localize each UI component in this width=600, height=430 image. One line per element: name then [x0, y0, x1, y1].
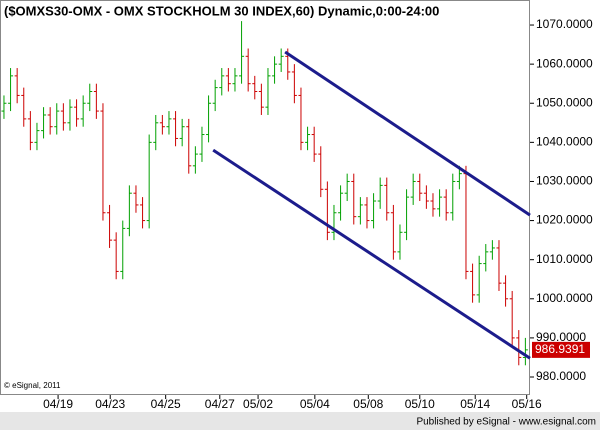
- x-tick-label: 04/27: [205, 397, 235, 411]
- x-tick-label: 05/14: [460, 397, 490, 411]
- y-tick-label: 990.0000: [536, 330, 586, 344]
- y-tick-label: 1010.0000: [536, 252, 593, 266]
- y-tick-label: 1070.0000: [536, 17, 593, 31]
- x-tick-label: 05/08: [353, 397, 383, 411]
- last-price-label: 986.9391: [535, 342, 585, 356]
- footer-bar: [0, 412, 600, 430]
- y-tick-label: 1000.0000: [536, 291, 593, 305]
- x-tick-label: 05/02: [243, 397, 273, 411]
- x-tick-label: 04/25: [151, 397, 181, 411]
- y-tick-label: 1040.0000: [536, 135, 593, 149]
- x-tick-label: 05/10: [405, 397, 435, 411]
- channel-line: [212, 148, 531, 360]
- y-tick-label: 1030.0000: [536, 174, 593, 188]
- y-tick-label: 1020.0000: [536, 213, 593, 227]
- x-tick-label: 04/23: [95, 397, 125, 411]
- copyright: © eSignal, 2011: [4, 381, 61, 390]
- channel-line: [284, 50, 531, 217]
- footer-text: Published by eSignal - www.esignal.com: [416, 417, 596, 428]
- plot-area: [0, 0, 530, 395]
- chart-title: ($OMXS30-OMX - OMX STOCKHOLM 30 INDEX,60…: [4, 3, 439, 18]
- x-tick-label: 05/04: [300, 397, 330, 411]
- y-tick-label: 980.0000: [536, 369, 586, 383]
- x-tick-label: 04/19: [43, 397, 73, 411]
- x-tick-label: 05/16: [512, 397, 542, 411]
- y-tick-label: 1060.0000: [536, 56, 593, 70]
- y-tick-label: 1050.0000: [536, 95, 593, 109]
- last-price-box: [532, 341, 590, 358]
